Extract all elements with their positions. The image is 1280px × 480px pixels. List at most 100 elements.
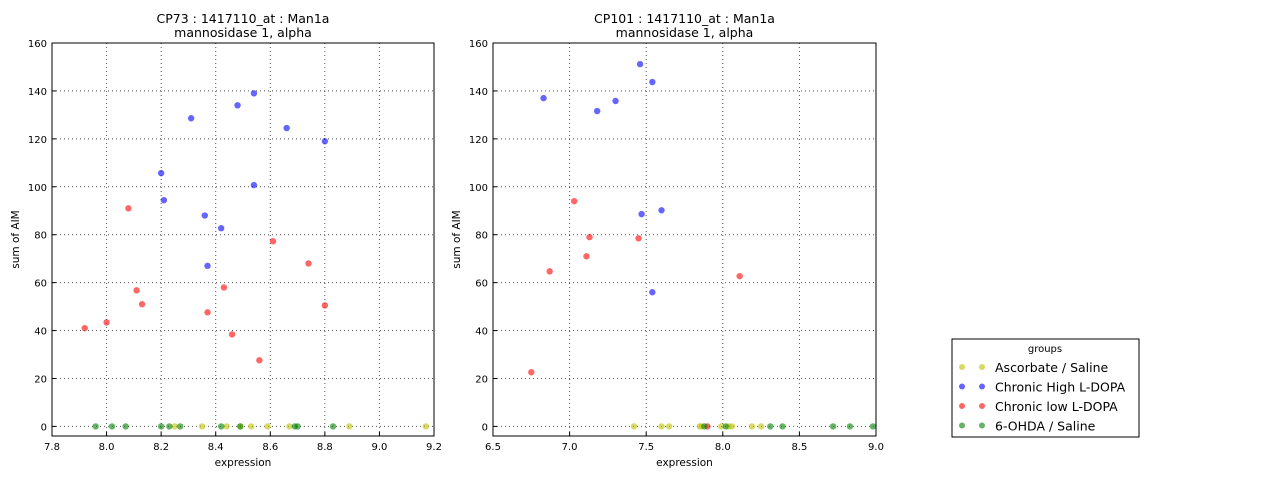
x-tick-label: 9.0 [868,442,884,453]
data-point-chronic-low-l-dopa [228,331,236,338]
data-point-ascorbate-saline [630,423,638,430]
x-tick-label: 8.0 [715,442,731,453]
data-point-ascorbate-saline [757,423,765,430]
data-point-chronic-high-l-dopa [234,102,241,109]
x-tick-label: 7.5 [638,442,654,453]
data-point-chronic-high-l-dopa [283,124,290,132]
y-tick-label: 160 [469,39,488,50]
data-point-chronic-low-l-dopa [256,357,263,364]
data-point-6-ohda-saline [92,423,99,430]
data-point-6-ohda-saline [701,423,708,430]
data-point-6-ohda-saline [722,423,730,430]
data-point-6-ohda-saline [767,423,774,430]
x-tick-label: 8.8 [317,442,333,453]
x-tick-label: 9.0 [371,442,387,453]
x-tick-label: 6.5 [485,442,501,453]
chart-1: 6.5 7.0 7.5 8.0 8.5 9.0 0 20 40 60 80 100 120 140 160 C… [451,11,884,469]
data-point-6-ohda-saline [177,423,184,430]
data-point-6-ohda-saline [829,423,837,430]
data-point-ascorbate-saline [171,423,178,430]
y-tick-label: 100 [28,183,47,194]
data-point-chronic-high-l-dopa [250,90,258,97]
legend-marker [979,403,985,409]
data-point-ascorbate-saline [264,423,271,430]
data-point-6-ohda-saline [122,423,129,430]
data-point-chronic-low-l-dopa [570,197,578,205]
data-point-6-ohda-saline [779,423,786,430]
data-point-chronic-high-l-dopa [649,289,656,296]
legend-marker [979,422,985,429]
y-tick-label: 80 [34,231,47,242]
data-point-chronic-low-l-dopa [583,253,590,260]
y-axis-label: sum of AIM [451,210,463,269]
data-point-chronic-high-l-dopa [250,181,258,189]
x-tick-label: 8.2 [153,442,169,453]
legend-entry: Chronic High L-DOPA [995,380,1126,395]
data-point-chronic-high-l-dopa [201,212,208,219]
y-tick-label: 40 [475,327,488,338]
y-tick-label: 120 [28,135,47,146]
legend-entry: 6-OHDA / Saline [995,419,1096,434]
y-tick-label: 160 [28,39,47,50]
data-point-chronic-high-l-dopa [593,107,601,115]
data-point-chronic-low-l-dopa [269,237,277,245]
data-point-chronic-low-l-dopa [103,319,110,326]
legend-entry: Chronic low L-DOPA [995,399,1118,414]
data-point-ascorbate-saline [247,423,255,430]
data-point-6-ohda-saline [108,423,116,430]
data-point-chronic-low-l-dopa [133,287,140,294]
plot-frame [492,42,877,437]
data-point-ascorbate-saline [658,423,665,430]
chart-0: 7.8 8.0 8.2 8.4 8.6 8.8 9.0 9.2 0 20 40 60 80 100 120 1… [10,11,442,469]
data-point-chronic-low-l-dopa [736,272,743,280]
data-point-chronic-low-l-dopa [220,284,228,291]
data-point-chronic-low-l-dopa [528,369,535,376]
legend: groups Ascorbate / Saline Chronic High L-D… [951,338,1140,438]
data-point-ascorbate-saline [198,423,206,430]
data-point-chronic-high-l-dopa [636,60,644,68]
data-point-ascorbate-saline [728,423,736,430]
data-point-chronic-low-l-dopa [586,233,593,241]
data-point-chronic-high-l-dopa [204,262,211,270]
y-tick-label: 80 [475,231,488,242]
data-point-chronic-high-l-dopa [612,97,619,105]
y-axis-label: sum of AIM [10,210,22,269]
data-point-chronic-high-l-dopa [658,207,665,214]
legend-title: groups [1028,344,1062,355]
y-tick-label: 140 [469,87,488,98]
y-tick-label: 100 [469,183,488,194]
data-point-chronic-low-l-dopa [81,324,88,332]
chart-subtitle: mannosidase 1, alpha [174,25,312,40]
data-point-ascorbate-saline [718,423,725,430]
data-point-chronic-high-l-dopa [321,138,329,145]
data-point-6-ohda-saline [329,423,337,430]
data-point-6-ohda-saline [217,423,225,430]
data-point-chronic-high-l-dopa [160,197,168,204]
chart-title: CP73 : 1417110_at : Man1a [157,11,330,26]
legend-marker [959,403,965,409]
data-point-chronic-low-l-dopa [305,260,312,267]
data-point-chronic-high-l-dopa [187,115,195,122]
y-tick-label: 0 [41,422,47,433]
y-tick-label: 20 [475,374,488,385]
y-tick-label: 0 [482,422,488,433]
plot-frame [51,42,435,437]
legend-marker [979,383,985,390]
x-tick-label: 9.2 [426,442,442,453]
data-point-ascorbate-saline [665,423,673,430]
data-point-chronic-low-l-dopa [138,301,146,308]
y-tick-label: 140 [28,87,47,98]
data-point-6-ohda-saline [294,423,301,430]
legend-marker [979,364,985,370]
data-point-chronic-high-l-dopa [540,94,547,102]
x-axis-label: expression [656,457,713,469]
data-point-ascorbate-saline [346,423,353,430]
data-point-ascorbate-saline [422,423,430,430]
data-point-chronic-high-l-dopa [638,210,645,218]
chart-title: CP101 : 1417110_at : Man1a [594,11,775,26]
data-point-chronic-high-l-dopa [157,169,165,177]
data-point-6-ohda-saline [869,423,877,430]
x-tick-label: 8.6 [262,442,278,453]
